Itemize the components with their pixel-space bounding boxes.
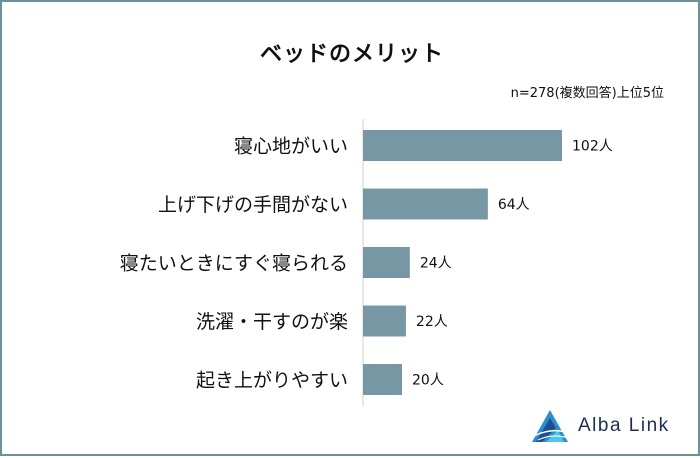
bar-4 xyxy=(363,305,406,337)
category-label: 上げ下げの手間がない xyxy=(158,194,348,216)
category-label: 寝たいときにすぐ寝られる xyxy=(120,253,348,275)
value-label: 22人 xyxy=(416,314,448,330)
category-label: 起き上がりやすい xyxy=(196,370,348,392)
chart-title: ベッドのメリット xyxy=(259,42,444,67)
brand-name: Alba Link xyxy=(578,415,670,436)
alba-link-logo-icon xyxy=(532,410,569,442)
bar-3 xyxy=(363,247,410,278)
category-label: 洗濯・干すのが楽 xyxy=(196,311,348,333)
bar-2 xyxy=(363,188,488,220)
category-label: 寝心地がいい xyxy=(234,136,348,158)
value-label: 24人 xyxy=(420,256,452,272)
value-label: 102人 xyxy=(572,139,613,155)
value-label: 64人 xyxy=(498,197,530,213)
value-label: 20人 xyxy=(412,373,444,389)
bar-5 xyxy=(363,364,403,395)
bar-1 xyxy=(363,130,562,161)
sample-note: n=278(複数回答)上位5位 xyxy=(510,86,664,101)
